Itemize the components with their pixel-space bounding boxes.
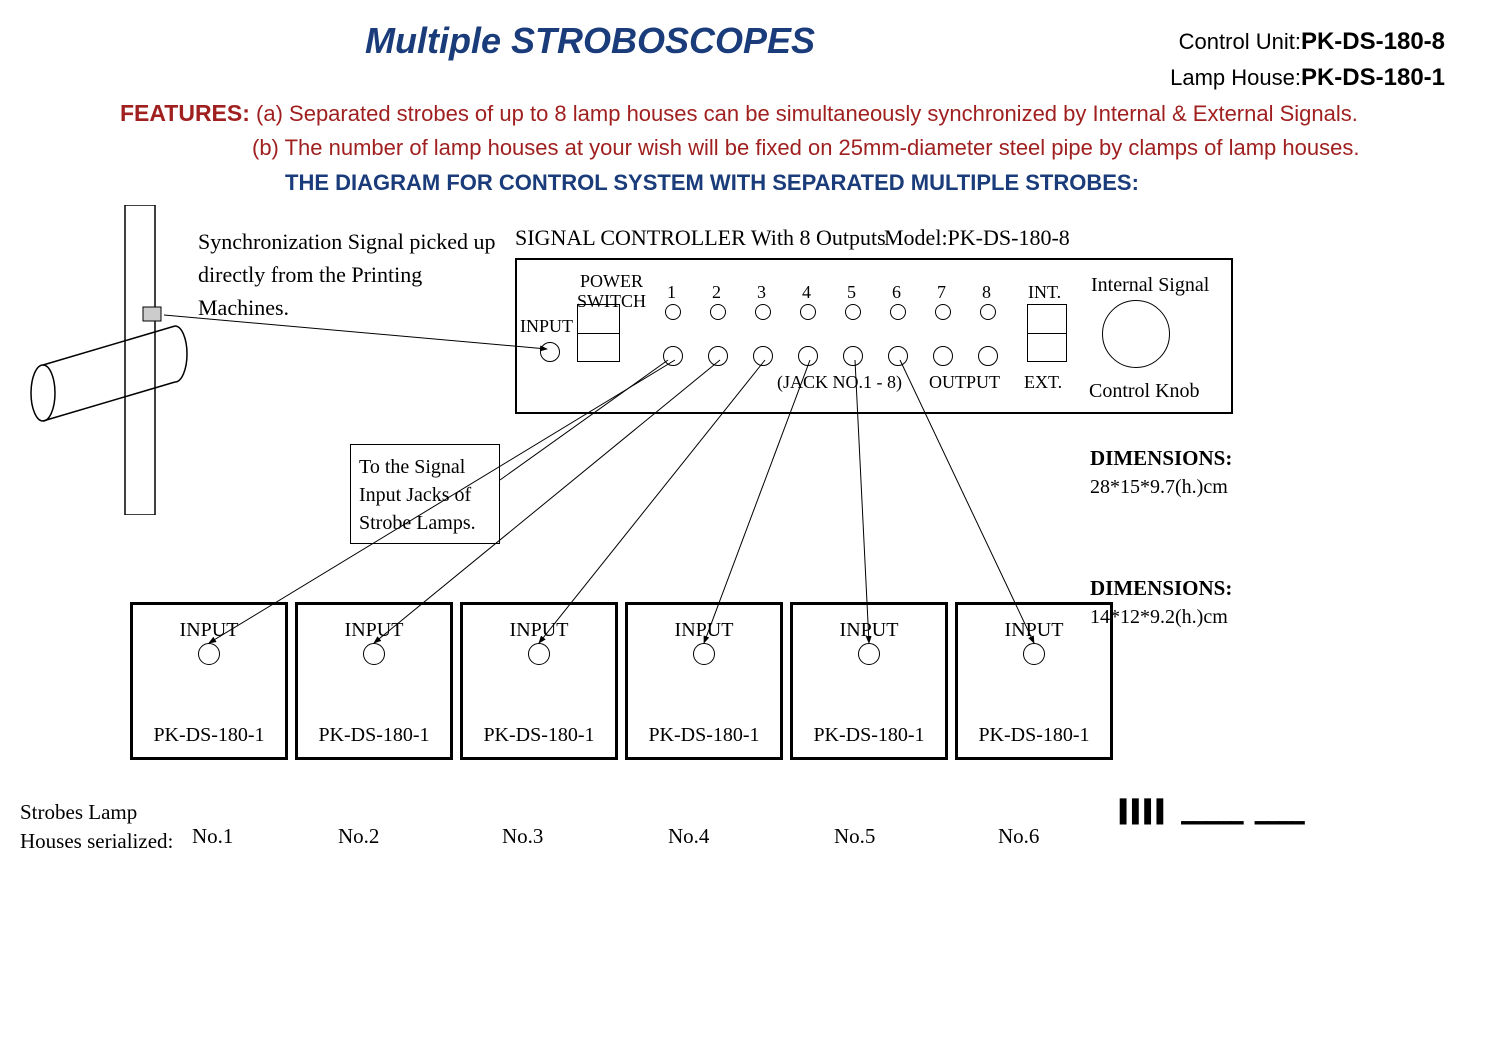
jack-annotation: To the Signal Input Jacks of Strobe Lamp… [350, 444, 500, 544]
channel-number: 8 [982, 282, 991, 303]
controller-model-label: Model:PK-DS-180-8 [884, 225, 1070, 251]
output-jack [753, 346, 773, 366]
lamp-house: INPUT PK-DS-180-1 [130, 602, 288, 760]
lamp-serial-number: No.2 [338, 824, 379, 849]
output-jack [933, 346, 953, 366]
lamp-serial-number: No.1 [192, 824, 233, 849]
dim-label: DIMENSIONS: [1090, 444, 1232, 473]
barcode-mark: ▌▌▌▌ ▁▁▁▁▁ ▁▁▁▁ [1120, 800, 1304, 825]
printing-machine-icon [15, 205, 195, 515]
lamp-serial-number: No.4 [668, 824, 709, 849]
lamp-input-label: INPUT [345, 619, 404, 642]
channel-led [665, 304, 681, 320]
ext-label: EXT. [1024, 372, 1062, 393]
lamp-input-jack [858, 643, 880, 665]
output-jack [888, 346, 908, 366]
power-switch [577, 304, 620, 362]
channel-led [890, 304, 906, 320]
channel-led [710, 304, 726, 320]
channel-number: 7 [937, 282, 946, 303]
controller-input-label: INPUT [520, 316, 573, 337]
lamp-serial-number: No.5 [834, 824, 875, 849]
features-b: (b) The number of lamp houses at your wi… [252, 131, 1359, 164]
lamp-input-jack [1023, 643, 1045, 665]
channel-number: 1 [667, 282, 676, 303]
main-title: Multiple STROBOSCOPES [365, 20, 815, 62]
output-jack [663, 346, 683, 366]
internal-signal-label: Internal Signal [1091, 274, 1209, 297]
channel-led [800, 304, 816, 320]
lamp-model-label: PK-DS-180-1 [978, 724, 1089, 747]
diagram-title: THE DIAGRAM FOR CONTROL SYSTEM WITH SEPA… [285, 170, 1139, 196]
controller-dimensions: DIMENSIONS: 28*15*9.7(h.)cm [1090, 444, 1232, 501]
serialized-label: Strobes LampHouses serialized: [20, 798, 173, 857]
channel-led [935, 304, 951, 320]
control-unit-value: PK-DS-180-8 [1301, 28, 1445, 55]
lamp-house: INPUT PK-DS-180-1 [955, 602, 1113, 760]
control-knob-label: Control Knob [1089, 380, 1200, 403]
lamp-input-label: INPUT [510, 619, 569, 642]
output-label: OUTPUT [929, 372, 1000, 393]
lamp-input-jack [693, 643, 715, 665]
lamp-house: INPUT PK-DS-180-1 [790, 602, 948, 760]
lamp-input-jack [528, 643, 550, 665]
lamp-input-jack [198, 643, 220, 665]
dim-label: DIMENSIONS: [1090, 574, 1232, 603]
lamp-input-label: INPUT [675, 619, 734, 642]
int-label: INT. [1028, 282, 1061, 303]
lamp-house-label: Lamp House: [1170, 65, 1301, 90]
lamp-serial-number: No.6 [998, 824, 1039, 849]
features-label: FEATURES: [120, 100, 250, 126]
output-jack [978, 346, 998, 366]
output-jack [798, 346, 818, 366]
controller-input-jack [540, 342, 560, 362]
control-unit-label: Control Unit: [1179, 29, 1301, 54]
features-block: FEATURES: (a) Separated strobes of up to… [120, 96, 1359, 164]
lamp-house: INPUT PK-DS-180-1 [625, 602, 783, 760]
lamp-house: INPUT PK-DS-180-1 [460, 602, 618, 760]
channel-number: 3 [757, 282, 766, 303]
header-product-ids: Control Unit:PK-DS-180-8 Lamp House:PK-D… [1170, 24, 1445, 96]
channel-number: 6 [892, 282, 901, 303]
dim-value: 28*15*9.7(h.)cm [1090, 473, 1232, 501]
lamp-model-label: PK-DS-180-1 [483, 724, 594, 747]
channel-led [755, 304, 771, 320]
sync-signal-note: Synchronization Signal picked up directl… [198, 225, 508, 324]
int-ext-switch [1027, 304, 1067, 362]
lamp-model-label: PK-DS-180-1 [648, 724, 759, 747]
features-a: (a) Separated strobes of up to 8 lamp ho… [256, 101, 1358, 126]
signal-controller: POWERSWITCH INPUT 12345678 (JACK NO.1 - … [515, 258, 1233, 414]
lamp-model-label: PK-DS-180-1 [153, 724, 264, 747]
lamp-input-label: INPUT [1005, 619, 1064, 642]
lamp-input-label: INPUT [180, 619, 239, 642]
output-jack [843, 346, 863, 366]
lamp-serial-number: No.3 [502, 824, 543, 849]
lamp-house-value: PK-DS-180-1 [1301, 64, 1445, 91]
channel-number: 5 [847, 282, 856, 303]
control-knob [1102, 300, 1170, 368]
lamp-input-label: INPUT [840, 619, 899, 642]
output-jack [708, 346, 728, 366]
channel-number: 4 [802, 282, 811, 303]
lamp-model-label: PK-DS-180-1 [318, 724, 429, 747]
channel-led [980, 304, 996, 320]
controller-header-label: SIGNAL CONTROLLER With 8 Outputs [515, 225, 886, 251]
jack-range-label: (JACK NO.1 - 8) [777, 372, 902, 393]
lamp-model-label: PK-DS-180-1 [813, 724, 924, 747]
channel-led [845, 304, 861, 320]
lamp-house: INPUT PK-DS-180-1 [295, 602, 453, 760]
channel-number: 2 [712, 282, 721, 303]
lamp-input-jack [363, 643, 385, 665]
